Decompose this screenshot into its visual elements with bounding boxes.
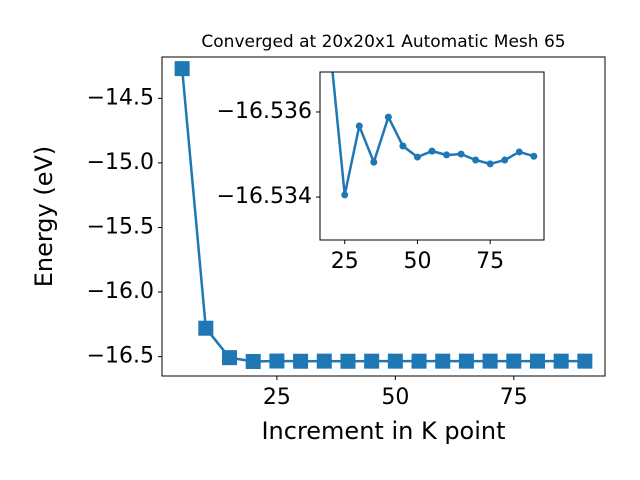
marker [482,353,498,369]
marker [501,156,509,164]
y-axis-label: Energy (eV) [30,146,58,288]
plot-area [320,72,544,240]
marker [435,353,451,369]
marker [222,350,238,366]
marker [506,353,522,369]
plot-content [331,72,538,199]
axes-frame [161,56,606,377]
marker [198,320,214,336]
marker [428,147,436,155]
marker [340,353,356,369]
marker [577,353,593,369]
x-tick-label: 75 [500,385,528,410]
marker [364,353,380,369]
marker [316,353,332,369]
x-axis-label: Increment in K point [261,417,505,445]
y-tick-label: −14.5 [87,85,154,110]
y-tick-label: −16.536 [217,99,312,124]
plot-content [174,61,593,369]
marker [529,353,545,369]
marker [486,160,494,168]
marker [355,122,363,130]
marker [443,151,451,159]
marker [472,156,480,164]
marker [387,353,403,369]
y-tick-label: −16.0 [87,279,154,304]
marker [341,191,349,199]
marker [245,353,261,369]
marker [515,148,523,156]
x-tick-label: 50 [381,385,409,410]
y-tick-label: −15.0 [87,150,154,175]
y-tick-label: −16.5 [87,344,154,369]
marker [384,113,392,121]
x-tick-label: 50 [403,249,431,274]
marker [399,142,407,150]
marker [457,150,465,158]
x-tick-label: 75 [476,249,504,274]
marker [458,353,474,369]
marker [269,353,285,369]
y-tick-label: −15.5 [87,214,154,239]
marker [530,152,538,160]
marker [413,153,421,161]
x-tick-label: 25 [331,249,359,274]
marker [411,353,427,369]
x-tick-label: 25 [263,385,291,410]
axes-frame [319,71,545,241]
y-tick-label: −16.534 [217,184,312,209]
marker [553,353,569,369]
marker [174,61,190,77]
marker [293,353,309,369]
marker [370,158,378,166]
chart-title: Converged at 20x20x1 Automatic Mesh 65 [201,32,565,52]
